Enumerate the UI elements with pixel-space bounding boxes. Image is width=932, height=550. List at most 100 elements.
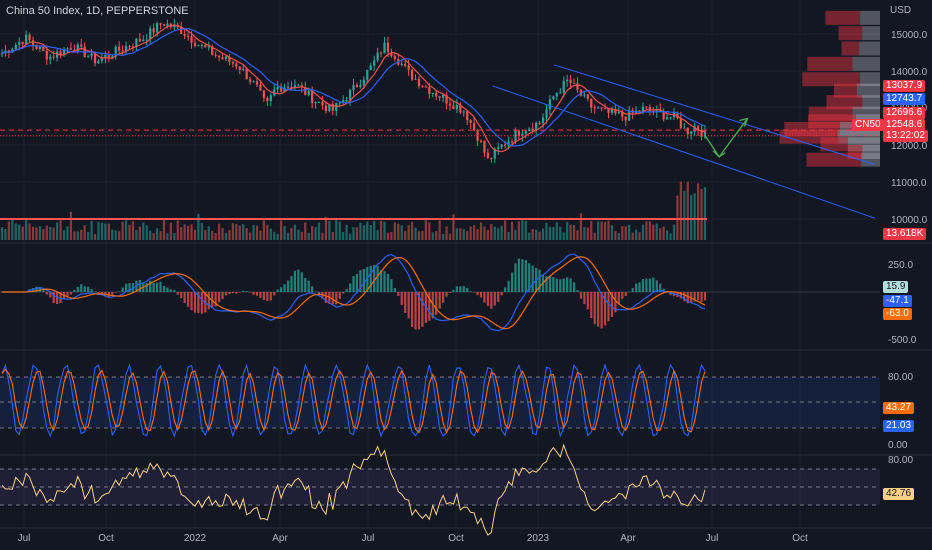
macd-histogram-bar	[652, 277, 655, 292]
macd-histogram-bar	[376, 265, 379, 292]
macd-histogram-bar	[617, 292, 620, 305]
price-tick-label: 15000.0	[891, 30, 928, 41]
volume-bar	[42, 229, 45, 240]
candle-body	[469, 120, 472, 123]
stochastic-tag: 43.27	[883, 402, 915, 414]
volume-bar	[338, 221, 341, 240]
volume-bar	[404, 231, 407, 240]
volume-bar	[376, 230, 379, 240]
volume-bar	[97, 221, 100, 240]
macd-histogram-bar	[76, 286, 79, 292]
volume-bar	[83, 225, 86, 240]
volume-profile-bar	[860, 72, 880, 87]
candle-body	[231, 61, 235, 64]
macd-histogram-bar	[56, 292, 59, 305]
macd-histogram-bar	[59, 292, 62, 304]
macd-histogram-bar	[624, 292, 627, 296]
candle-body	[528, 128, 531, 132]
volume-bar	[679, 181, 682, 240]
volume-bar	[669, 233, 672, 240]
volume-profile	[779, 10, 880, 167]
volume-bar	[317, 222, 321, 240]
candle-body	[597, 107, 600, 109]
macd-histogram-bar	[249, 292, 252, 293]
candle-body	[541, 117, 545, 124]
macd-histogram-bar	[693, 292, 696, 302]
candle-body	[479, 140, 483, 142]
macd-histogram-bar	[90, 288, 93, 292]
volume-bar	[472, 225, 476, 240]
macd-histogram-bar	[283, 284, 286, 292]
candle-body	[18, 42, 21, 45]
volume-bar	[603, 221, 607, 240]
volume-bar	[49, 227, 52, 240]
volume-profile-bar	[808, 114, 856, 129]
volume-bar	[552, 226, 555, 240]
macd-histogram-bar	[414, 292, 417, 330]
macd-histogram-bar	[628, 291, 631, 293]
volume-bar	[176, 220, 179, 240]
candle-body	[14, 44, 17, 50]
candle-body	[655, 109, 658, 113]
volume-profile-bar	[825, 10, 861, 25]
rsi-pane[interactable]	[0, 443, 880, 536]
candle-body	[645, 106, 648, 108]
stochastic-pane[interactable]	[0, 363, 880, 438]
volume-bar	[25, 220, 28, 240]
symbol-title[interactable]: China 50 Index, 1D, PEPPERSTONE	[6, 5, 189, 17]
volume-bar	[359, 222, 362, 240]
candle-body	[197, 45, 200, 47]
volume-bar	[80, 229, 83, 240]
volume-bar	[369, 225, 372, 240]
price-pane[interactable]	[0, 18, 880, 219]
volume-bar	[297, 229, 300, 240]
macd-histogram-bar	[545, 276, 548, 292]
macd-histogram-bar	[266, 292, 269, 301]
volume-profile-bar	[806, 152, 862, 167]
volume-bar	[693, 193, 696, 240]
macd-histogram-bar	[490, 292, 493, 309]
macd-histogram-bar	[683, 292, 686, 302]
macd-histogram-bar	[379, 270, 383, 292]
macd-histogram-bar	[438, 292, 441, 309]
macd-histogram-bar	[238, 292, 241, 293]
volume-bar	[593, 232, 596, 240]
candle-body	[69, 48, 73, 50]
volume-bar	[169, 222, 172, 240]
volume-profile-bar	[808, 106, 853, 121]
candle-body	[273, 89, 276, 96]
volume-bar	[510, 221, 514, 240]
candle-body	[355, 84, 359, 87]
volume-bar	[269, 228, 272, 240]
candle-body	[628, 110, 631, 121]
macd-histogram-bar	[235, 292, 238, 294]
volume-bar	[193, 229, 197, 240]
candle-body	[617, 112, 620, 114]
candle-body	[342, 100, 345, 103]
candle-body	[679, 117, 682, 128]
candle-body	[373, 60, 376, 66]
time-axis-label: Oct	[448, 533, 464, 544]
macd-histogram-bar	[114, 292, 117, 293]
candle-body	[297, 85, 300, 87]
candle-body	[262, 90, 266, 99]
volume-bar	[252, 225, 255, 240]
candle-body	[610, 109, 614, 113]
candle-body	[283, 87, 286, 92]
volume-bar	[700, 188, 703, 240]
candle-body	[286, 86, 290, 88]
candle-body	[459, 105, 462, 113]
macd-histogram-bar	[166, 287, 169, 292]
candle-body	[583, 94, 586, 96]
candle-body	[507, 141, 510, 146]
macd-histogram-bar	[659, 283, 662, 292]
macd-histogram-bar	[493, 292, 496, 306]
candle-body	[242, 68, 245, 70]
candle-body	[638, 110, 641, 112]
candle-body	[128, 46, 131, 48]
volume-bar	[348, 233, 352, 240]
volume-profile-bar	[862, 26, 880, 41]
volume-bar	[4, 229, 7, 240]
macd-pane[interactable]	[0, 253, 880, 332]
